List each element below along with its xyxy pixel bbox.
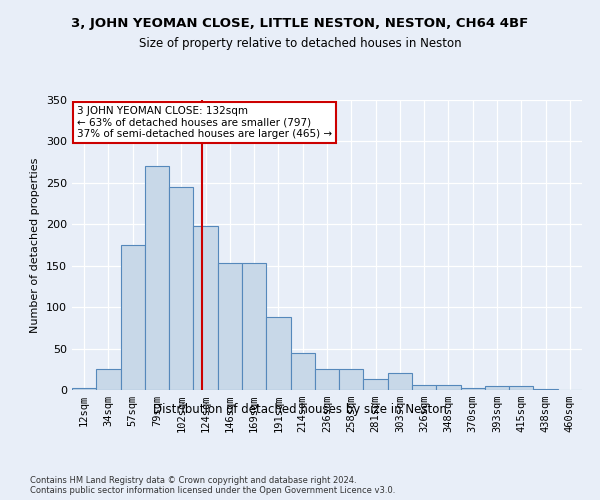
Bar (533, 389, 558, 390)
Bar (72, 388, 96, 390)
Bar (96, 370, 121, 390)
Text: Size of property relative to detached houses in Neston: Size of property relative to detached ho… (139, 38, 461, 51)
Y-axis label: Number of detached properties: Number of detached properties (31, 158, 40, 332)
Bar (266, 317, 290, 390)
Bar (364, 379, 388, 390)
Bar (436, 385, 461, 390)
Bar (388, 374, 412, 390)
Text: Distribution of detached houses by size in Neston: Distribution of detached houses by size … (153, 402, 447, 415)
Bar (169, 187, 193, 390)
Text: 3 JOHN YEOMAN CLOSE: 132sqm
← 63% of detached houses are smaller (797)
37% of se: 3 JOHN YEOMAN CLOSE: 132sqm ← 63% of det… (77, 106, 332, 139)
Bar (461, 388, 485, 390)
Bar (290, 352, 315, 390)
Bar (412, 385, 436, 390)
Text: 3, JOHN YEOMAN CLOSE, LITTLE NESTON, NESTON, CH64 4BF: 3, JOHN YEOMAN CLOSE, LITTLE NESTON, NES… (71, 18, 529, 30)
Bar (509, 386, 533, 390)
Bar (121, 245, 145, 390)
Bar (218, 263, 242, 390)
Bar (193, 226, 218, 390)
Bar (145, 166, 169, 390)
Bar (485, 386, 509, 390)
Text: Contains HM Land Registry data © Crown copyright and database right 2024.
Contai: Contains HM Land Registry data © Crown c… (30, 476, 395, 495)
Bar (315, 370, 339, 390)
Bar (242, 263, 266, 390)
Bar (339, 370, 364, 390)
